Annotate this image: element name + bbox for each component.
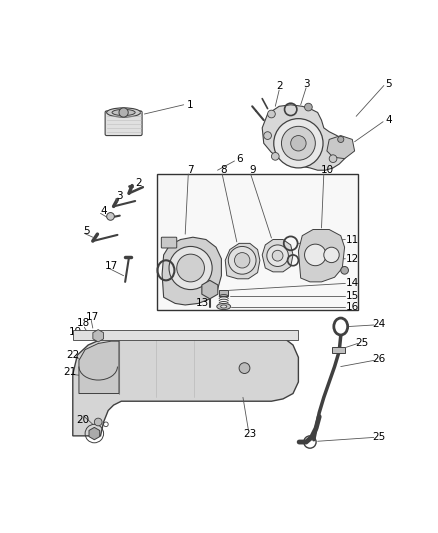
Circle shape [272,152,279,160]
Circle shape [282,126,315,160]
Circle shape [268,110,276,118]
Polygon shape [225,244,260,279]
Circle shape [304,103,312,111]
Ellipse shape [221,305,227,308]
Text: 11: 11 [346,235,359,245]
Text: 10: 10 [320,165,333,175]
Text: 1: 1 [187,100,194,110]
Circle shape [341,266,349,274]
Text: 12: 12 [346,254,359,264]
Circle shape [291,135,306,151]
Circle shape [228,246,256,274]
Polygon shape [327,135,355,159]
Text: 6: 6 [236,154,242,164]
Text: 24: 24 [373,319,386,329]
Text: 2: 2 [276,82,283,91]
Text: 5: 5 [83,226,90,236]
Ellipse shape [217,303,231,310]
FancyBboxPatch shape [73,330,298,340]
Circle shape [264,132,272,140]
Text: 3: 3 [303,79,309,89]
Circle shape [94,418,102,426]
Text: 25: 25 [373,432,386,442]
Text: 15: 15 [346,290,359,301]
Text: 13: 13 [195,298,209,309]
Circle shape [177,254,205,282]
Polygon shape [298,230,345,282]
Text: 20: 20 [76,415,89,425]
FancyBboxPatch shape [161,237,177,248]
Circle shape [272,251,283,261]
Ellipse shape [112,109,135,116]
Text: 23: 23 [243,429,257,439]
Text: 9: 9 [249,165,255,175]
Text: 14: 14 [346,278,359,288]
Circle shape [304,244,326,265]
Text: 16: 16 [346,302,359,311]
Circle shape [338,136,344,142]
Text: 17: 17 [86,311,99,321]
Ellipse shape [107,108,141,117]
Circle shape [119,108,128,117]
Text: 2: 2 [136,179,142,188]
Polygon shape [79,341,119,393]
Polygon shape [262,105,349,170]
Circle shape [239,363,250,374]
Bar [158,174,358,310]
Bar [332,346,346,353]
Text: 26: 26 [373,354,386,364]
Polygon shape [162,237,221,305]
Text: 4: 4 [385,115,392,125]
Text: 25: 25 [356,338,369,349]
Circle shape [234,253,250,268]
Circle shape [329,155,337,163]
Text: 22: 22 [66,350,79,360]
Circle shape [324,247,339,263]
Polygon shape [73,334,298,436]
Circle shape [107,213,114,220]
Text: 8: 8 [220,165,227,175]
Text: 21: 21 [63,367,76,377]
Text: 17: 17 [105,262,118,271]
Text: 18: 18 [77,318,90,328]
Polygon shape [262,239,293,272]
Text: 3: 3 [116,191,122,200]
Text: 19: 19 [68,327,82,337]
Circle shape [169,246,212,289]
Text: 5: 5 [385,79,392,89]
Circle shape [267,245,288,266]
FancyBboxPatch shape [105,111,142,135]
Circle shape [274,119,323,168]
Text: 4: 4 [100,206,107,216]
Bar [219,290,228,296]
Text: 7: 7 [187,165,194,175]
